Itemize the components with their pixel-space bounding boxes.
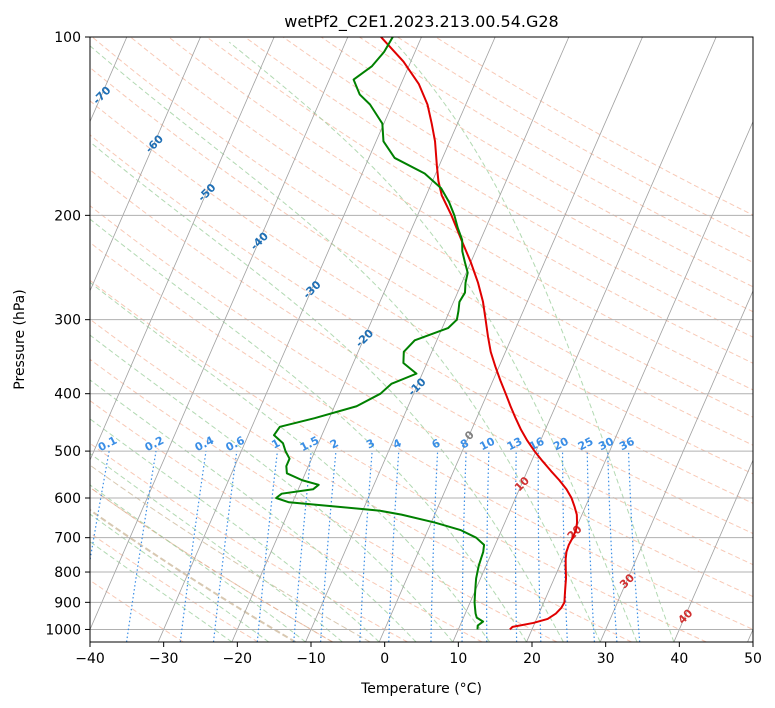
dry-adiabat (90, 169, 753, 566)
x-tick-label: −10 (296, 651, 326, 667)
data-series (272, 37, 579, 631)
moist-adiabat (394, 41, 675, 642)
mixing-ratio-label: 10 (478, 435, 498, 454)
mixing-ratio-line (212, 451, 238, 642)
dry-adiabat (168, 37, 753, 391)
y-tick-label: 500 (54, 444, 81, 460)
chart-title: wetPf2_C2E1.2023.213.00.54.G28 (284, 12, 558, 32)
moist-adiabat (90, 141, 564, 642)
isobar-grid (90, 37, 753, 630)
mixing-ratio-label: 30 (596, 435, 616, 454)
y-axis-label: Pressure (hPa) (12, 289, 28, 389)
moist-adiabat (90, 379, 417, 642)
moist-adiabat (90, 218, 527, 642)
mixing-ratio-line (90, 450, 110, 564)
dry-adiabat (91, 37, 753, 446)
mixing-ratio-line (125, 451, 157, 642)
y-tick-label: 600 (54, 491, 81, 507)
isotherm (452, 37, 717, 642)
dry-adiabat (90, 66, 753, 475)
isotherm (90, 37, 201, 292)
dry-adiabat (206, 37, 753, 364)
x-tick-label: 30 (597, 651, 615, 667)
y-tick-label: 1000 (45, 622, 81, 638)
isotherm (673, 459, 753, 642)
y-tick-label: 700 (54, 531, 81, 547)
moist-adiabat (90, 452, 343, 642)
dry-adiabat (90, 241, 753, 630)
isotherms (90, 37, 753, 642)
dry-adiabat (90, 279, 707, 642)
dry-adiabat (90, 532, 259, 642)
isotherm (378, 37, 643, 642)
mixing-ratio-line (179, 451, 207, 642)
x-tick-label: 20 (523, 651, 541, 667)
moist-adiabat (90, 484, 306, 642)
mixing-ratio-lines (90, 450, 641, 642)
isotherm (90, 37, 349, 631)
y-tick-label: 400 (54, 387, 81, 403)
dry-adiabat (397, 37, 753, 240)
y-tick-label: 200 (54, 208, 81, 224)
x-tick-label: 0 (380, 651, 389, 667)
y-axis: 100 200 300 400 500 600 700 800 900 1000 (45, 30, 90, 638)
dry-adiabat (320, 37, 753, 288)
dry-adiabat (90, 134, 753, 535)
dewpoint-profile (272, 37, 486, 630)
y-tick-label: 800 (54, 565, 81, 581)
mixing-ratio-label: 25 (576, 435, 596, 454)
dry-adiabat (130, 37, 753, 418)
mixing-ratio-label: 13 (505, 435, 525, 454)
temperature-profile (380, 37, 579, 631)
x-tick-label: 50 (744, 651, 762, 667)
x-tick-label: −30 (149, 651, 179, 667)
isotherm (90, 37, 275, 462)
isotherm (599, 289, 753, 642)
dry-adiabat (90, 100, 753, 504)
isotherm (231, 37, 496, 642)
moist-adiabat (90, 418, 380, 642)
dry-adiabat (90, 205, 753, 598)
x-axis-label: Temperature (°C) (360, 681, 482, 697)
reference-curve (90, 508, 296, 642)
isotherm (305, 37, 570, 642)
moist-adiabat (90, 45, 601, 642)
y-tick-label: 900 (54, 595, 81, 611)
dry-adiabat (90, 318, 632, 642)
dry-adiabat (435, 37, 753, 216)
mixing-ratio-label: 20 (551, 435, 571, 454)
isotherm (157, 37, 422, 642)
x-axis: −40 −30 −20 −10 0 10 20 30 40 50 (75, 642, 762, 667)
x-tick-label: −20 (223, 651, 253, 667)
moist-adiabat (90, 513, 269, 642)
x-tick-label: 40 (670, 651, 688, 667)
y-tick-label: 300 (54, 313, 81, 329)
mixing-ratio-label: 36 (617, 435, 637, 454)
x-tick-label: 10 (449, 651, 467, 667)
y-tick-label: 100 (54, 30, 81, 46)
x-tick-label: −40 (75, 651, 105, 667)
plot-frame (89, 36, 754, 643)
